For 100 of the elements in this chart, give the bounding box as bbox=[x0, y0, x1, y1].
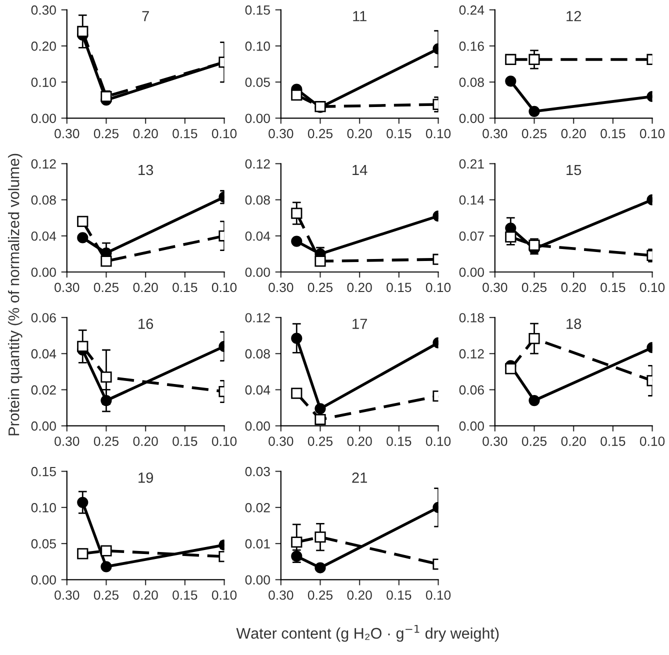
y-tick-label: 0.12 bbox=[459, 349, 484, 359]
x-tick-label: 0.10 bbox=[212, 282, 237, 292]
chart-title: 19 bbox=[138, 472, 153, 483]
point bbox=[528, 395, 540, 406]
y-tick-label: 0.02 bbox=[31, 385, 56, 395]
y-tick-label: 0.01 bbox=[245, 539, 270, 548]
y-tick-label: 0.00 bbox=[245, 421, 270, 431]
point bbox=[77, 548, 88, 560]
x-tick-label: 0.30 bbox=[268, 282, 294, 292]
point bbox=[505, 76, 516, 87]
y-tick-label: 0.16 bbox=[459, 42, 484, 51]
x-tick-label: 0.20 bbox=[347, 128, 372, 138]
x-tick-label: 0.10 bbox=[426, 128, 451, 138]
y-tick-label: 0.05 bbox=[245, 78, 270, 87]
x-tick-label: 0.30 bbox=[482, 282, 508, 292]
y-tick-label: 0.12 bbox=[245, 313, 270, 322]
x-tick-label: 0.10 bbox=[640, 282, 665, 292]
x-tick-label: 0.15 bbox=[600, 436, 626, 446]
x-tick-label: 0.10 bbox=[212, 590, 237, 600]
x-tick-label: 0.20 bbox=[133, 590, 158, 600]
x-tick-label: 0.25 bbox=[94, 590, 119, 600]
y-tick-label: 0.08 bbox=[31, 195, 56, 205]
x-tick-label: 0.15 bbox=[172, 590, 198, 600]
x-tick-label: 0.20 bbox=[347, 436, 372, 446]
point bbox=[77, 232, 88, 244]
chart-title: 21 bbox=[352, 472, 367, 483]
y-tick-label: 0.06 bbox=[31, 313, 56, 322]
x-tick-label: 0.25 bbox=[522, 128, 547, 138]
y-tick-label: 0.00 bbox=[31, 114, 56, 124]
chart-title: 11 bbox=[353, 11, 366, 22]
y-tick-label: 0.10 bbox=[31, 503, 56, 512]
x-tick-label: 0.25 bbox=[308, 436, 333, 446]
x-tick-label: 0.20 bbox=[133, 128, 158, 138]
y-tick-label: 0.21 bbox=[459, 159, 484, 169]
point bbox=[314, 256, 326, 267]
y-tick-label: 0.00 bbox=[31, 421, 56, 431]
y-tick-label: 0.03 bbox=[245, 466, 270, 476]
point bbox=[314, 562, 326, 574]
x-tick-label: 0.10 bbox=[640, 436, 665, 446]
y-tick-label: 0.00 bbox=[245, 114, 270, 124]
point bbox=[77, 496, 88, 508]
point bbox=[291, 236, 302, 247]
y-tick-label: 0.04 bbox=[245, 231, 270, 241]
x-tick-label: 0.25 bbox=[522, 282, 547, 292]
x-tick-label: 0.10 bbox=[212, 128, 237, 138]
y-tick-label: 0.05 bbox=[31, 539, 56, 548]
chart-title: 15 bbox=[566, 164, 582, 176]
x-axis-title: Water content (g H₂O · g$^{−1}$ dry weight) bbox=[236, 624, 499, 642]
x-tick-label: 0.25 bbox=[94, 282, 119, 292]
y-tick-label: 0.12 bbox=[245, 159, 270, 169]
x-tick-label: 0.25 bbox=[522, 436, 547, 446]
point bbox=[314, 532, 326, 543]
chart-title: 18 bbox=[566, 318, 582, 329]
x-tick-label: 0.25 bbox=[94, 436, 119, 446]
y-tick-label: 0.04 bbox=[245, 385, 270, 395]
y-axis-title: Protein quantity (% of normalized volume) bbox=[8, 154, 22, 436]
x-tick-label: 0.30 bbox=[54, 128, 80, 138]
y-tick-label: 0.15 bbox=[245, 5, 270, 15]
y-tick-label: 0.02 bbox=[245, 503, 270, 512]
point bbox=[314, 414, 326, 426]
x-tick-label: 0.25 bbox=[308, 590, 333, 600]
x-tick-label: 0.15 bbox=[600, 128, 626, 138]
x-tick-label: 0.30 bbox=[482, 436, 508, 446]
x-tick-label: 0.20 bbox=[561, 436, 586, 446]
x-tick-label: 0.30 bbox=[54, 282, 80, 292]
y-tick-label: 0.20 bbox=[31, 42, 56, 51]
x-tick-label: 0.10 bbox=[426, 282, 451, 292]
point bbox=[291, 208, 302, 219]
point bbox=[291, 332, 302, 344]
x-tick-label: 0.20 bbox=[561, 128, 586, 138]
point bbox=[100, 395, 112, 406]
x-tick-label: 0.15 bbox=[386, 590, 412, 600]
y-tick-label: 0.08 bbox=[245, 195, 270, 205]
x-tick-label: 0.20 bbox=[347, 282, 372, 292]
y-tick-label: 0.30 bbox=[31, 5, 56, 15]
point bbox=[505, 231, 516, 242]
y-tick-label: 0.14 bbox=[459, 195, 484, 205]
y-tick-label: 0.07 bbox=[459, 231, 484, 241]
x-tick-label: 0.30 bbox=[268, 436, 294, 446]
x-tick-label: 0.30 bbox=[268, 590, 294, 600]
x-tick-label: 0.15 bbox=[386, 128, 412, 138]
chart-title: 12 bbox=[566, 10, 581, 22]
y-tick-label: 0.00 bbox=[31, 575, 56, 585]
x-tick-label: 0.15 bbox=[386, 282, 412, 292]
x-tick-label: 0.30 bbox=[54, 590, 80, 600]
y-tick-label: 0.10 bbox=[245, 42, 270, 51]
chart-title: 13 bbox=[138, 164, 154, 176]
point bbox=[77, 216, 88, 227]
point bbox=[528, 333, 540, 344]
x-tick-label: 0.30 bbox=[54, 436, 80, 446]
x-tick-label: 0.10 bbox=[212, 436, 237, 446]
y-tick-label: 0.04 bbox=[31, 349, 56, 359]
x-tick-label: 0.25 bbox=[308, 128, 333, 138]
point bbox=[505, 363, 516, 374]
y-tick-label: 0.18 bbox=[459, 313, 484, 322]
x-tick-label: 0.15 bbox=[386, 436, 412, 446]
x-tick-label: 0.10 bbox=[426, 436, 451, 446]
x-tick-label: 0.10 bbox=[640, 128, 665, 138]
y-tick-label: 0.15 bbox=[31, 466, 56, 476]
y-tick-label: 0.00 bbox=[245, 268, 270, 277]
